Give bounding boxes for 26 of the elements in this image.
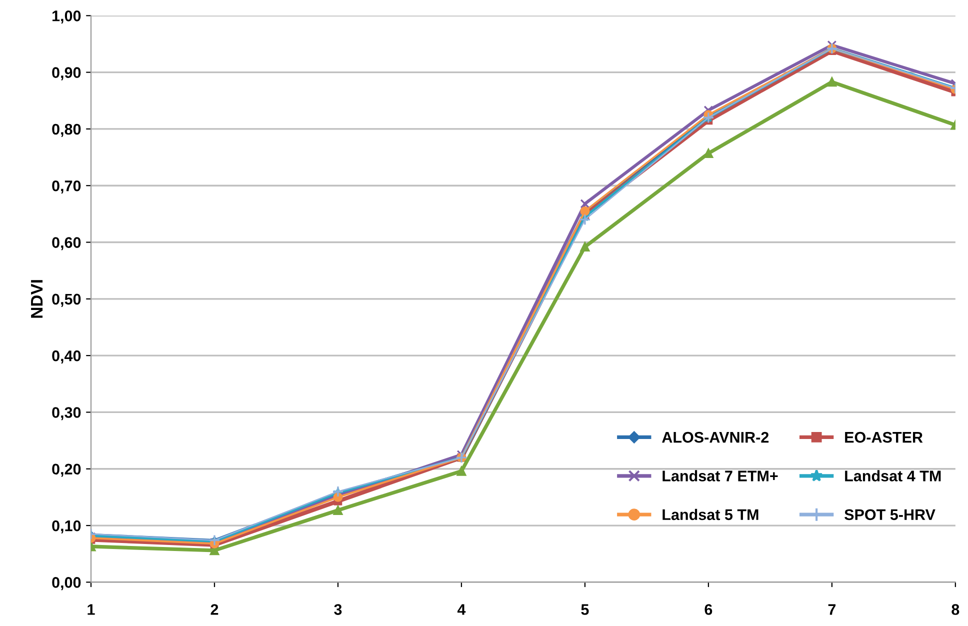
legend-label: EO-ASTER bbox=[845, 432, 923, 443]
y-axis-title: NDVI bbox=[31, 280, 43, 318]
legend-label: SPOT 5-HRV bbox=[844, 509, 936, 520]
x-tick-label: 2 bbox=[210, 604, 218, 615]
y-tick-label: 0,10 bbox=[52, 520, 81, 534]
y-tick-label: 0,30 bbox=[52, 407, 81, 420]
x-tick-label: 3 bbox=[334, 604, 342, 615]
y-tick-label: 0,80 bbox=[52, 124, 81, 137]
legend-label: Landsat 5 TM bbox=[662, 508, 758, 520]
y-tick-label: 0,90 bbox=[52, 67, 81, 80]
legend-label: Landsat 4 TM bbox=[845, 470, 941, 482]
y-tick-label: 0,70 bbox=[52, 180, 81, 194]
x-tick-label: 4 bbox=[457, 604, 466, 615]
y-tick-label: 0,50 bbox=[52, 294, 81, 307]
y-tick-label: 0,00 bbox=[52, 577, 81, 590]
y-tick-label: 0,40 bbox=[52, 350, 81, 364]
x-tick-label: 5 bbox=[581, 604, 589, 615]
y-tick-label: 1,00 bbox=[52, 10, 81, 24]
x-tick-label: 7 bbox=[828, 604, 836, 615]
y-tick-label: 0,60 bbox=[52, 237, 81, 250]
y-tick-label: 0,20 bbox=[52, 464, 81, 477]
x-tick-label: 1 bbox=[88, 604, 95, 615]
legend-label: ALOS-AVNIR-2 bbox=[662, 432, 769, 443]
legend-label: Landsat 7 ETM+ bbox=[662, 470, 778, 482]
x-tick-label: 6 bbox=[704, 604, 712, 615]
x-tick-label: 8 bbox=[952, 604, 960, 615]
